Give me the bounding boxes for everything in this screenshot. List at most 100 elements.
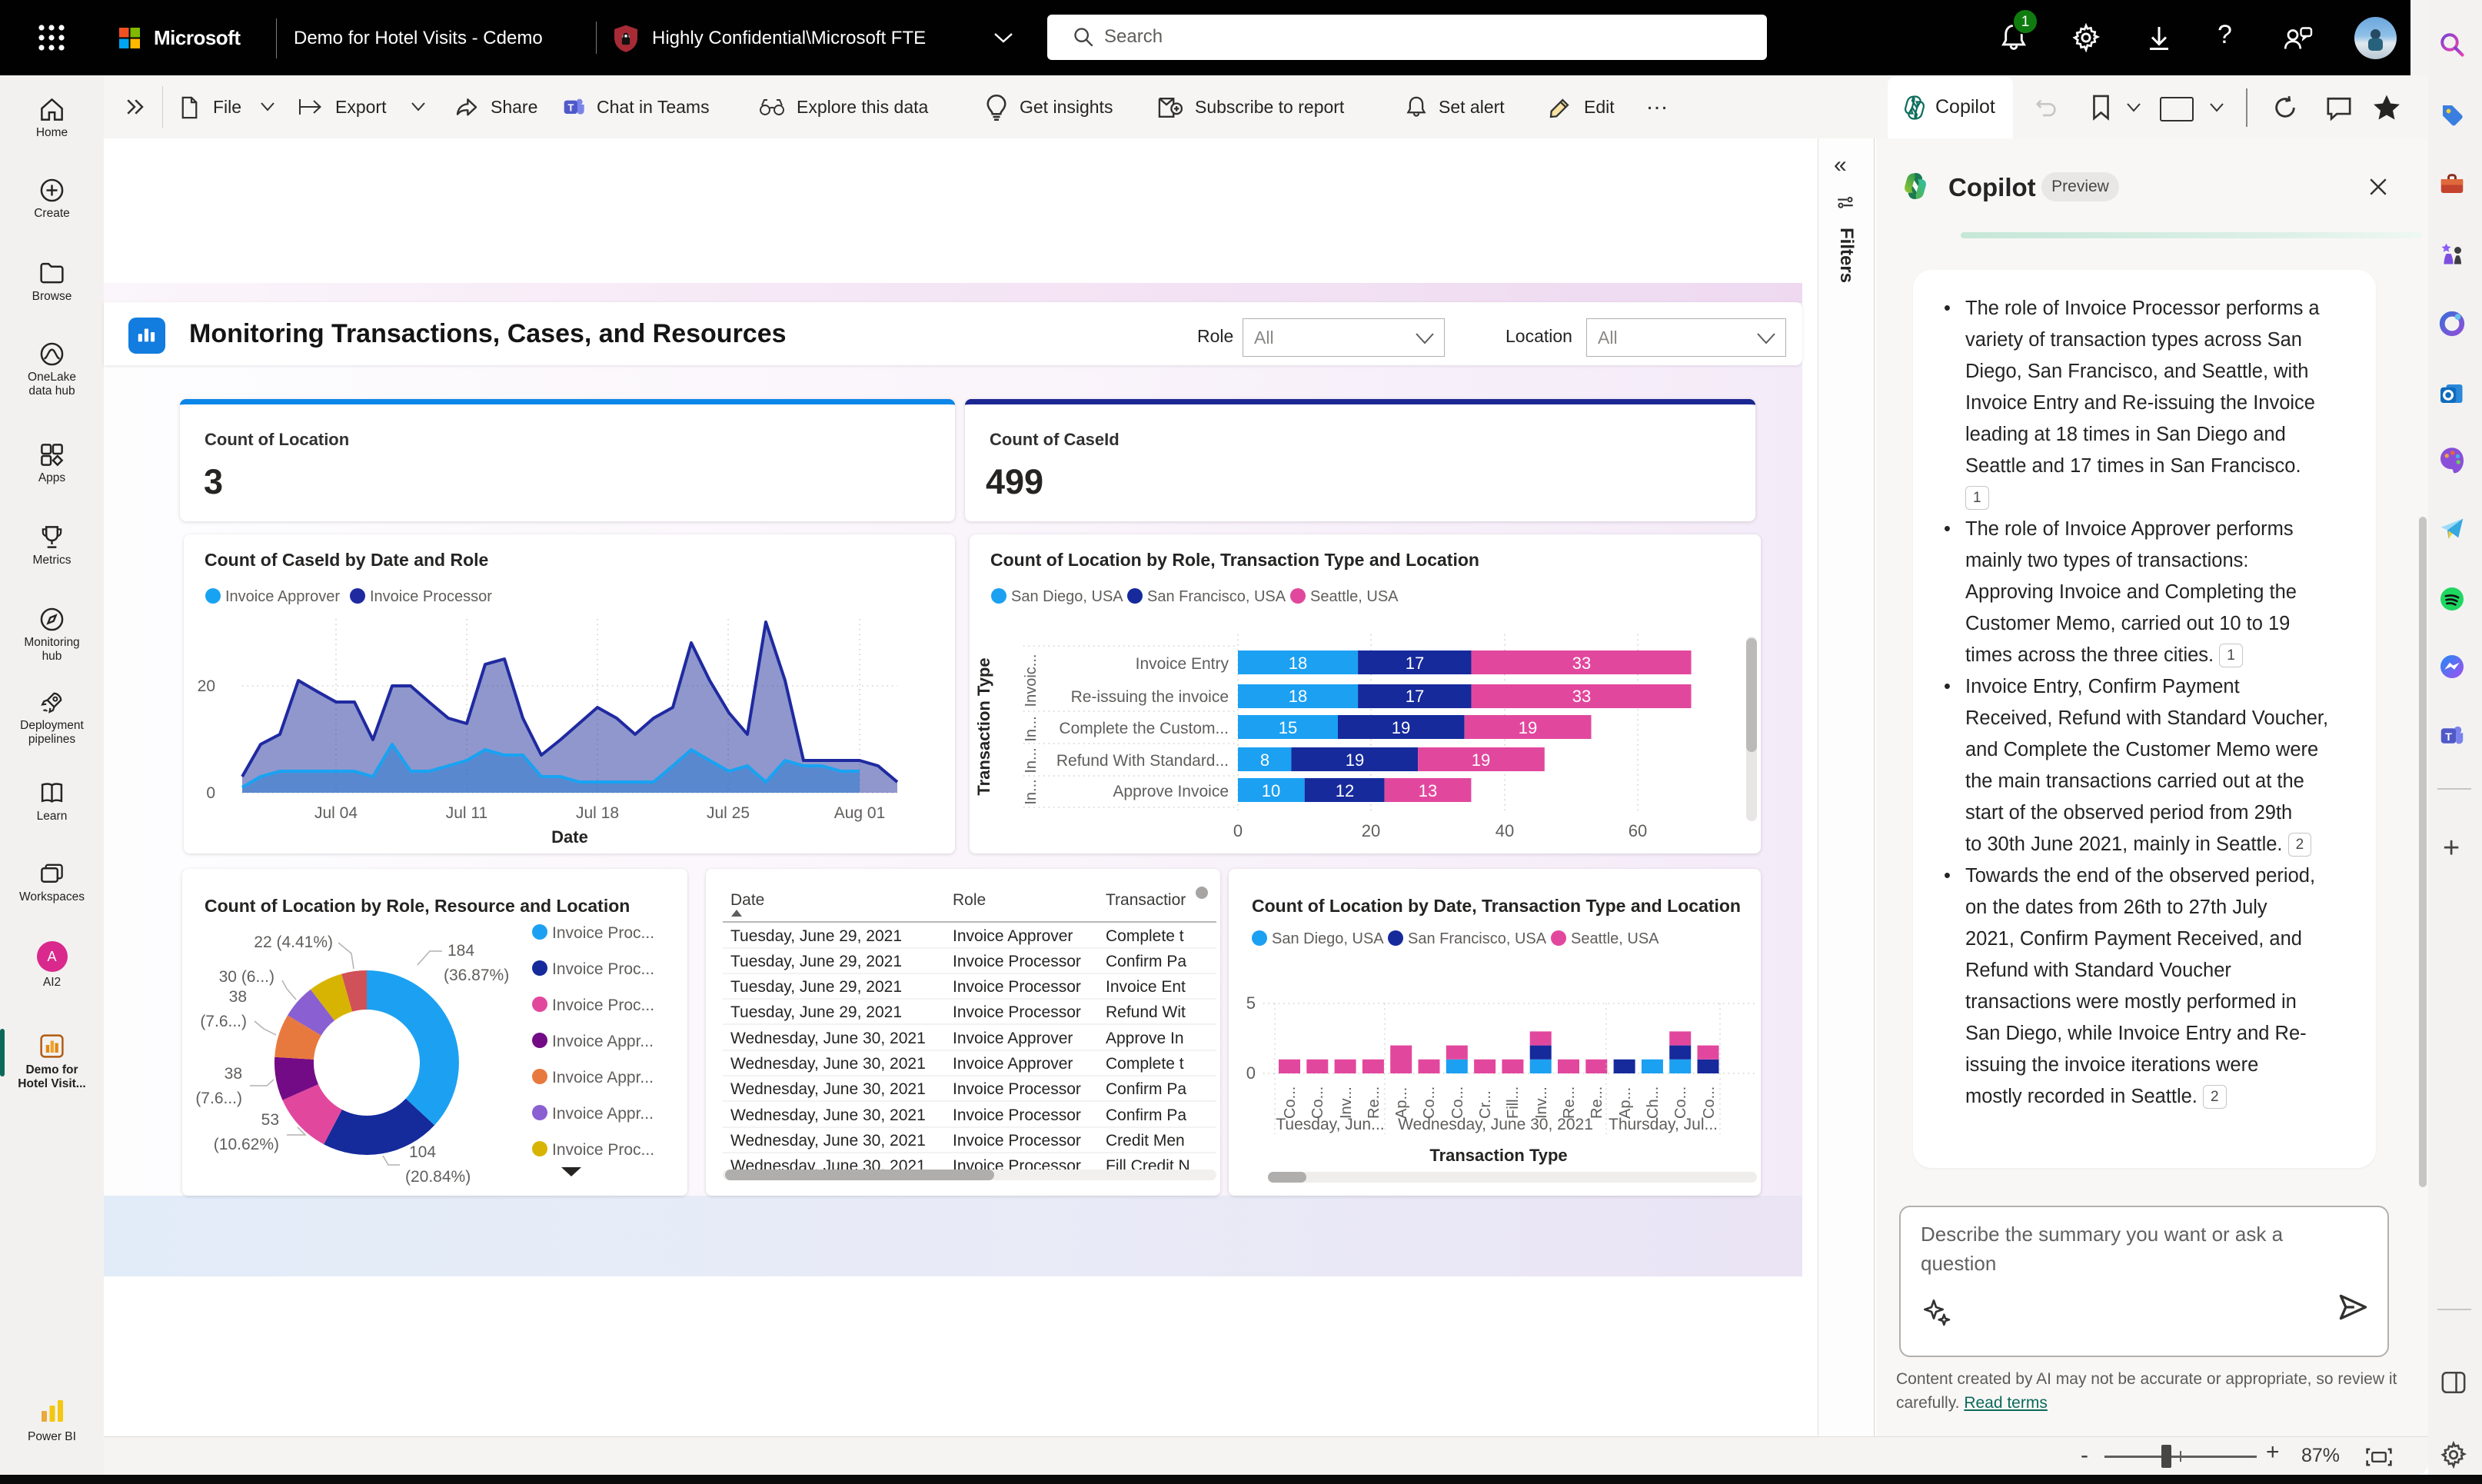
svg-text:Jul 25: Jul 25 [707, 804, 750, 822]
svg-text:12: 12 [1336, 781, 1354, 800]
svg-text:19: 19 [1519, 718, 1537, 737]
svg-text:San Francisco, USA: San Francisco, USA [1408, 930, 1547, 947]
svg-text:Re-issuing the invoice: Re-issuing the invoice [1071, 688, 1229, 706]
svg-text:Invoice Proc...: Invoice Proc... [552, 960, 654, 978]
svg-text:Count of CaseId by Date and Ro: Count of CaseId by Date and Role [205, 550, 488, 570]
svg-text:(7.6...): (7.6...) [195, 1090, 242, 1107]
svg-text:Co...: Co... [1672, 1086, 1689, 1119]
svg-text:Wednesday, June 30, 2021: Wednesday, June 30, 2021 [730, 1132, 926, 1150]
svg-text:10: 10 [1262, 781, 1280, 800]
svg-text:Jul 04: Jul 04 [314, 804, 358, 822]
svg-text:Invoice Processor: Invoice Processor [953, 1003, 1081, 1021]
svg-text:T: T [2445, 731, 2452, 744]
svg-text:Invoice Approver: Invoice Approver [225, 588, 340, 605]
svg-text:Invoice Processor: Invoice Processor [953, 1080, 1081, 1098]
svg-text:Invoice Proc...: Invoice Proc... [552, 1141, 654, 1159]
svg-text:Re...: Re... [1589, 1086, 1605, 1119]
svg-text:0: 0 [1246, 1063, 1256, 1083]
svg-text:Fill...: Fill... [1505, 1086, 1522, 1119]
svg-text:Thursday, Jul...: Thursday, Jul... [1609, 1116, 1718, 1133]
svg-text:Wednesday, June 30, 2021: Wednesday, June 30, 2021 [1398, 1116, 1593, 1133]
svg-text:499: 499 [986, 462, 1043, 501]
svg-text:San Diego, USA: San Diego, USA [1011, 588, 1123, 605]
svg-text:Invoice Entry: Invoice Entry [1136, 655, 1229, 673]
svg-text:Inv...: Inv... [1338, 1086, 1355, 1119]
svg-text:0: 0 [1233, 821, 1243, 840]
svg-text:Seattle, USA: Seattle, USA [1310, 588, 1399, 605]
svg-text:19: 19 [1472, 750, 1490, 770]
svg-text:(20.84%): (20.84%) [405, 1168, 471, 1186]
svg-text:Wednesday, June 30, 2021: Wednesday, June 30, 2021 [730, 1055, 926, 1073]
svg-text:Date: Date [551, 827, 588, 847]
svg-text:53: 53 [261, 1111, 279, 1129]
svg-text:Invoice Processor: Invoice Processor [953, 1132, 1081, 1150]
svg-text:Aug 01: Aug 01 [834, 804, 886, 822]
svg-text:18: 18 [1289, 687, 1307, 706]
svg-text:Tuesday, Jun...: Tuesday, Jun... [1276, 1116, 1384, 1133]
svg-text:Confirm Pa: Confirm Pa [1106, 1080, 1186, 1098]
svg-text:33: 33 [1572, 687, 1591, 706]
svg-text:38: 38 [225, 1065, 242, 1083]
svg-text:Invoice Approver: Invoice Approver [953, 1030, 1073, 1047]
svg-text:3: 3 [204, 462, 223, 501]
svg-text:Co...: Co... [1701, 1086, 1718, 1119]
svg-text:Count of Location by Role, Tra: Count of Location by Role, Transaction T… [990, 550, 1479, 570]
svg-text:Confirm Pa: Confirm Pa [1106, 1106, 1186, 1124]
svg-text:18: 18 [1289, 654, 1307, 673]
svg-text:Invoice Approver: Invoice Approver [953, 927, 1073, 945]
svg-text:Date: Date [730, 891, 764, 909]
svg-text:Co...: Co... [1449, 1086, 1466, 1119]
svg-text:40: 40 [1496, 821, 1514, 840]
svg-text:In...: In... [1023, 747, 1040, 773]
svg-text:In...: In... [1023, 779, 1040, 804]
svg-text:Count of CaseId: Count of CaseId [990, 430, 1120, 449]
svg-text:Ch...: Ch... [1645, 1086, 1662, 1119]
svg-text:Co...: Co... [1421, 1086, 1438, 1119]
svg-text:Approve In: Approve In [1106, 1030, 1184, 1047]
svg-text:(10.62%): (10.62%) [214, 1136, 279, 1153]
svg-text:Invoice Appr...: Invoice Appr... [552, 1105, 654, 1123]
svg-text:Complete t: Complete t [1106, 1055, 1184, 1073]
svg-text:184: 184 [447, 942, 474, 960]
svg-text:Confirm Pa: Confirm Pa [1106, 953, 1186, 970]
svg-text:8: 8 [1260, 750, 1269, 770]
svg-text:Complete t: Complete t [1106, 927, 1184, 945]
svg-text:19: 19 [1392, 718, 1410, 737]
svg-text:38: 38 [229, 988, 247, 1006]
svg-text:Credit Men: Credit Men [1106, 1132, 1185, 1150]
svg-text:Approve Invoice: Approve Invoice [1113, 783, 1229, 800]
svg-text:Jul 18: Jul 18 [576, 804, 619, 822]
svg-text:Tuesday, June 29, 2021: Tuesday, June 29, 2021 [730, 978, 902, 996]
svg-text:Re...: Re... [1366, 1086, 1382, 1119]
svg-text:Wednesday, June 30, 2021: Wednesday, June 30, 2021 [730, 1106, 926, 1124]
svg-text:Invoice Proc...: Invoice Proc... [552, 997, 654, 1014]
svg-text:Ap...: Ap... [1617, 1087, 1634, 1119]
svg-text:Invoice Appr...: Invoice Appr... [552, 1069, 654, 1086]
svg-text:Invoic...: Invoic... [1023, 654, 1040, 707]
svg-text:San Francisco, USA: San Francisco, USA [1147, 588, 1286, 605]
svg-text:Invoice Appr...: Invoice Appr... [552, 1033, 654, 1050]
svg-text:Invoice Processor: Invoice Processor [953, 978, 1081, 996]
svg-text:Jul 11: Jul 11 [446, 804, 487, 822]
svg-text:In...: In... [1023, 716, 1040, 741]
svg-text:Count of Location by Role, Res: Count of Location by Role, Resource and … [205, 896, 630, 916]
svg-text:Re...: Re... [1561, 1086, 1578, 1119]
svg-text:San Diego, USA: San Diego, USA [1272, 930, 1384, 947]
svg-text:20: 20 [198, 677, 215, 695]
svg-text:5: 5 [1246, 993, 1256, 1013]
svg-text:104: 104 [409, 1143, 436, 1161]
svg-text:30 (6...): 30 (6...) [219, 968, 274, 986]
svg-text:Tuesday, June 29, 2021: Tuesday, June 29, 2021 [730, 953, 902, 970]
svg-text:33: 33 [1572, 654, 1591, 673]
svg-text:15: 15 [1279, 718, 1297, 737]
svg-text:Invoice Ent: Invoice Ent [1106, 978, 1186, 996]
svg-text:Refund Wit: Refund Wit [1106, 1003, 1186, 1021]
svg-text:Tuesday, June 29, 2021: Tuesday, June 29, 2021 [730, 1003, 902, 1021]
svg-text:60: 60 [1629, 821, 1647, 840]
svg-text:Invoice Approver: Invoice Approver [953, 1055, 1073, 1073]
svg-text:Ap...: Ap... [1393, 1087, 1410, 1119]
svg-text:(7.6...): (7.6...) [200, 1013, 247, 1030]
svg-text:Complete the Custom...: Complete the Custom... [1059, 720, 1229, 737]
svg-text:17: 17 [1406, 687, 1424, 706]
svg-text:Co...: Co... [1282, 1086, 1299, 1119]
